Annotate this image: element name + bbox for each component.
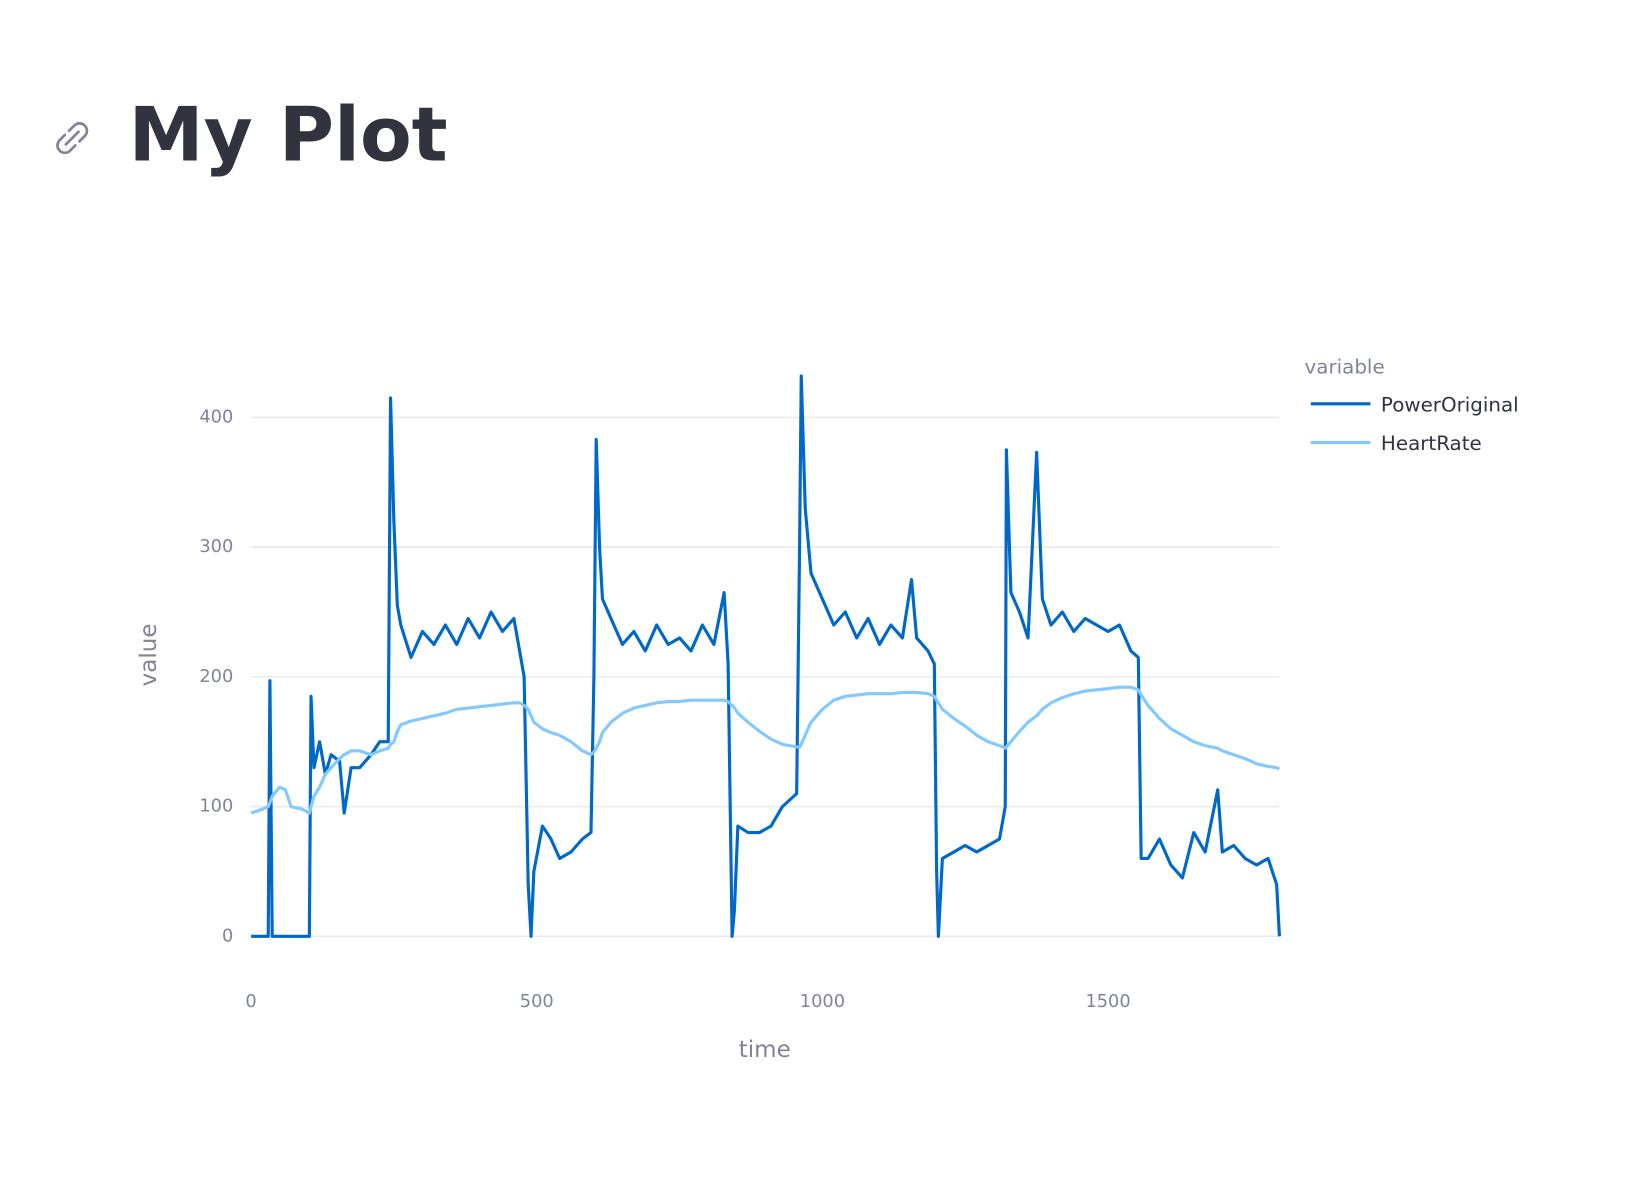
y-tick-label: 200 bbox=[199, 666, 233, 687]
page-title: My Plot bbox=[129, 91, 448, 179]
legend-label: PowerOriginal bbox=[1381, 393, 1519, 416]
x-tick-label: 0 bbox=[245, 991, 256, 1012]
series-line bbox=[251, 374, 1282, 938]
x-tick-label: 500 bbox=[520, 991, 554, 1012]
x-tick-label: 1000 bbox=[800, 991, 845, 1012]
y-tick-label: 0 bbox=[222, 925, 233, 946]
y-tick-label: 300 bbox=[199, 536, 233, 557]
legend-title: variable bbox=[1305, 356, 1385, 379]
series-line bbox=[250, 685, 1281, 815]
link-icon[interactable] bbox=[56, 122, 89, 155]
y-tick-label: 400 bbox=[199, 406, 233, 427]
y-axis-title: value bbox=[136, 623, 162, 686]
x-tick-label: 1500 bbox=[1085, 991, 1130, 1012]
y-tick-label: 100 bbox=[199, 796, 233, 817]
legend-label: HeartRate bbox=[1381, 432, 1482, 455]
x-axis-title: time bbox=[739, 1037, 791, 1063]
